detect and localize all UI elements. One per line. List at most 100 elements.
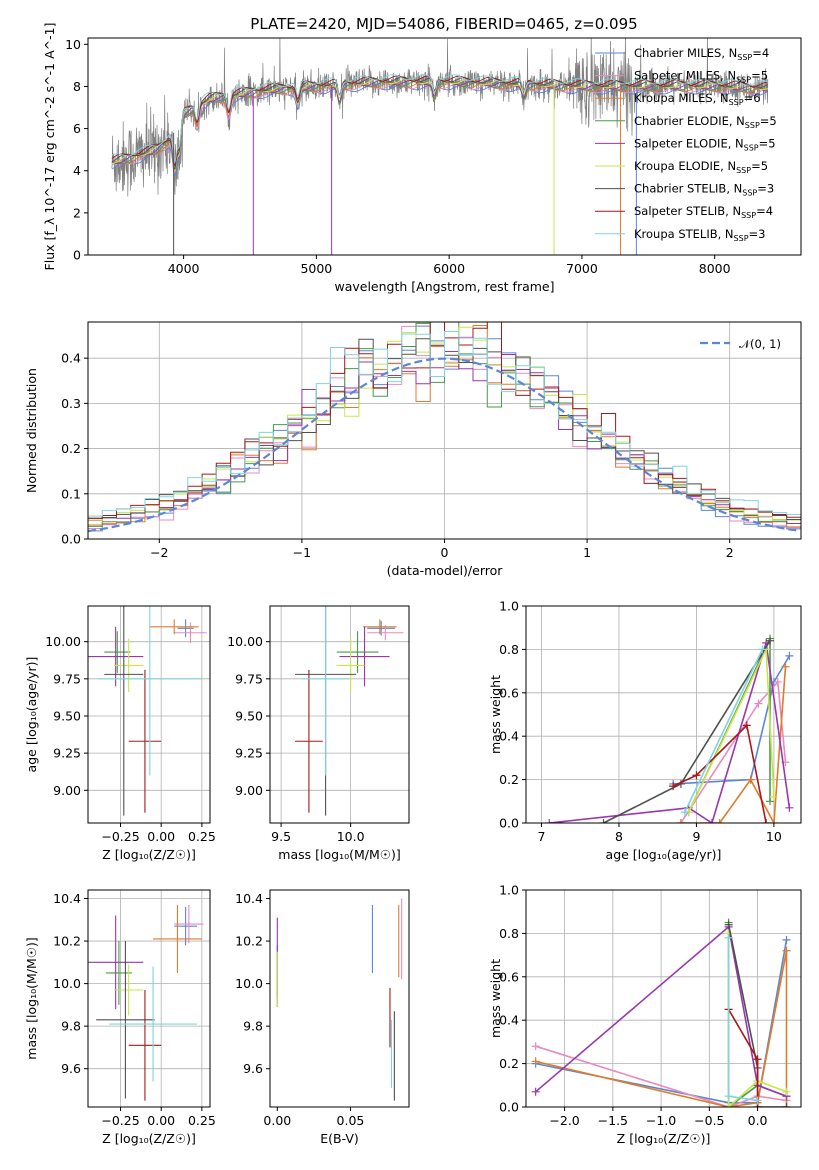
y-tick-label: 1.0 — [499, 883, 519, 898]
legend-n-eq: = — [749, 227, 759, 241]
legend-name: Chabrier MILES — [634, 46, 721, 60]
y-tick-label: 0.2 — [499, 1056, 519, 1071]
x-tick-label: 8 — [615, 829, 623, 844]
x-tick-label: 4000 — [168, 261, 200, 276]
x-axis-label: age [log₁₀(age/yr)] — [606, 847, 722, 862]
axes-frame — [525, 605, 802, 824]
y-tick-label: 0.2 — [61, 441, 81, 456]
weight-point — [785, 803, 794, 812]
x-tick-label: 0.25 — [188, 829, 216, 844]
legend-name: Chabrier STELIB — [634, 182, 726, 196]
weight-point — [766, 797, 775, 806]
weight-point — [531, 1042, 540, 1051]
weight-point — [782, 946, 791, 955]
weight-point — [742, 721, 751, 730]
y-tick-label: 1.0 — [499, 599, 519, 614]
x-tick-label: 0.00 — [147, 1113, 175, 1128]
axes-massweight-vs-Z: −2.0 −1.5 −1.0 −0.5 0.0 0.0 0.2 0.4 0.6 0.8 1.0 Z [… — [488, 883, 802, 1146]
x-axis-label: Z [log₁₀(Z/Z☉)] — [617, 1131, 711, 1146]
legend-n-eq: = — [757, 182, 767, 196]
weight-line-salpeter-elodie — [549, 642, 791, 823]
y-tick-label: 9.6 — [243, 1061, 263, 1076]
model-spectrum-kroupa-miles — [111, 81, 768, 171]
weight-line-kroupa-elodie — [687, 649, 775, 813]
y-tick-label: 0.0 — [499, 1100, 519, 1115]
x-axis-label: E(B-V) — [320, 1131, 359, 1146]
y-tick-label: 10.4 — [235, 891, 263, 906]
y-axis-label: mass [log₁₀(M/M☉)] — [24, 937, 39, 1059]
weight-point — [707, 819, 716, 823]
weight-point — [762, 819, 771, 823]
weight-point — [676, 819, 685, 823]
x-tick-label: 0 — [441, 545, 449, 560]
legend-name: Kroupa STELIB — [634, 227, 718, 241]
plot-area — [276, 898, 403, 1101]
y-tick-label: 9.8 — [243, 1019, 263, 1034]
weight-point — [785, 651, 794, 660]
x-tick-label: 10.0 — [337, 829, 365, 844]
weight-point — [692, 771, 701, 780]
x-tick-label: 0.00 — [263, 1113, 291, 1128]
y-tick-label: 10 — [65, 37, 81, 52]
x-axis-label: mass [log₁₀(M/M☉)] — [278, 847, 400, 862]
legend-n-prefix: , N — [718, 227, 734, 241]
legend-n-prefix: , N — [713, 91, 729, 105]
y-tick-label: 9.25 — [53, 746, 81, 761]
weight-point — [715, 819, 724, 823]
model-spectrum-chabrier-elodie — [111, 80, 768, 171]
x-tick-label: 9.5 — [271, 829, 291, 844]
weight-point — [782, 1103, 791, 1107]
plot-area — [526, 890, 801, 1107]
x-tick-label: 5000 — [300, 261, 332, 276]
y-axis-label: mass weight — [488, 959, 503, 1038]
histogram-kroupa-stelib — [88, 331, 801, 517]
weight-point — [680, 808, 689, 817]
x-tick-label: 0.0 — [748, 1113, 768, 1128]
weight-point — [724, 933, 733, 942]
x-tick-label: 7000 — [566, 261, 598, 276]
weight-line-salpeter-elodie — [535, 925, 787, 1097]
legend-n-sub: SSP — [734, 234, 749, 243]
axes-age-vs-mass: 9.5 10.0 9.00 9.25 9.50 9.75 10.00 mass [log₁₀(… — [227, 605, 410, 862]
weight-point — [753, 1055, 762, 1064]
plot-area — [270, 606, 409, 823]
x-tick-label: −1 — [293, 545, 311, 560]
legend-n-value: 5 — [769, 114, 776, 128]
legend-n-value: 5 — [761, 159, 768, 173]
weight-point — [769, 819, 778, 823]
y-tick-label: 10.0 — [53, 976, 81, 991]
weight-point — [758, 645, 767, 654]
weight-point — [769, 792, 778, 801]
y-tick-label: 10.00 — [45, 634, 81, 649]
legend-entry: Kroupa MILES, NSSP=6 — [634, 91, 761, 107]
y-tick-label: 0.4 — [499, 1013, 519, 1028]
histogram-salpeter-stelib — [88, 322, 801, 519]
y-tick-label: 2 — [73, 205, 81, 220]
axes-frame — [525, 889, 802, 1108]
axes-frame — [87, 605, 211, 824]
y-tick-label: 9.75 — [235, 671, 263, 686]
legend-entry: Salpeter STELIB, NSSP=4 — [634, 204, 773, 220]
legend-n-sub: SSP — [729, 98, 744, 107]
legend-name: Kroupa ELODIE — [634, 159, 720, 173]
weight-line-chabrier-stelib — [603, 640, 771, 823]
weight-line-salpeter-miles — [535, 1045, 787, 1107]
weight-line-chabrier-miles — [673, 655, 791, 785]
legend-n-value: 3 — [758, 227, 765, 241]
y-tick-label: 0.4 — [61, 351, 81, 366]
y-axis-label: age [log₁₀(age/yr)] — [24, 657, 39, 773]
legend-entry: 𝒩(0, 1) — [739, 337, 781, 351]
x-tick-label: 6000 — [433, 261, 465, 276]
legend-n-prefix: , N — [729, 114, 745, 128]
x-tick-label: 8000 — [699, 261, 731, 276]
axes-frame — [269, 889, 410, 1108]
y-axis-label: Normed distribution — [24, 368, 39, 493]
legend-n-eq: = — [744, 91, 754, 105]
legend-name: Salpeter MILES — [634, 69, 720, 83]
x-axis-label: Z [log₁₀(Z/Z☉)] — [102, 1131, 196, 1146]
legend-entry: Chabrier ELODIE, NSSP=5 — [634, 114, 777, 130]
legend-name: Kroupa MILES — [634, 91, 713, 105]
weight-point — [531, 1057, 540, 1066]
y-tick-label: 0.8 — [499, 926, 519, 941]
weight-point — [531, 1087, 540, 1096]
